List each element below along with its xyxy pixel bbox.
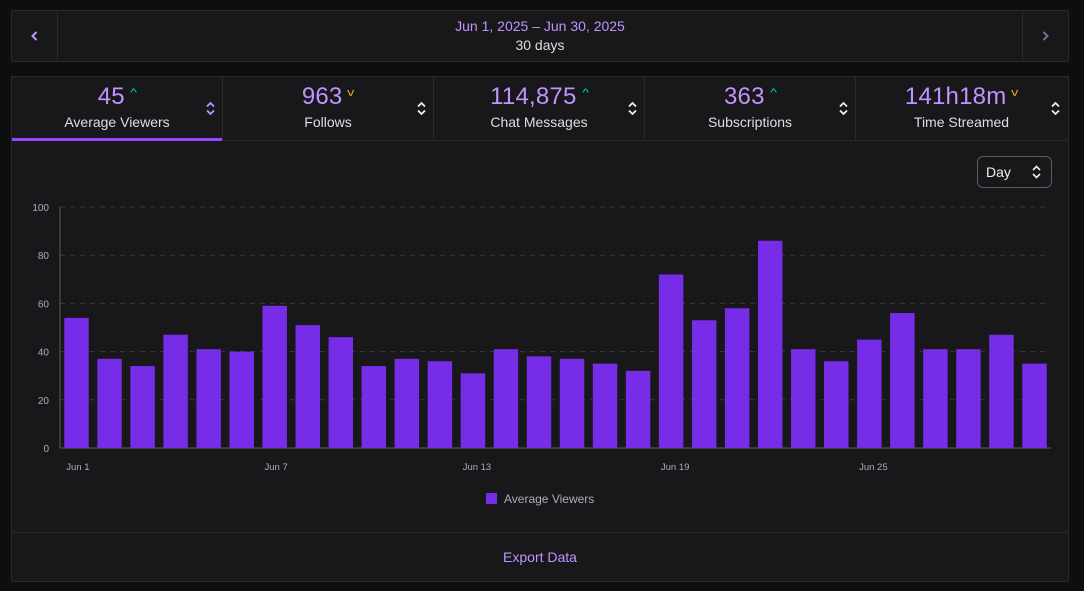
bar[interactable] [989,334,1014,448]
y-tick-label: 20 [38,396,50,407]
bar[interactable] [857,339,882,448]
metric-tabs: 45 ^ Average Viewers 963 v Follows 114,875… [12,77,1068,141]
date-range-days: 30 days [515,37,565,53]
select-arrows-icon [1032,165,1041,182]
sort-icon[interactable] [839,101,848,116]
bar[interactable] [460,373,486,448]
bar[interactable] [724,308,750,448]
tab-value: 114,875 [490,83,577,110]
sort-icon[interactable] [206,101,215,116]
x-tick-label: Jun 19 [661,462,690,473]
date-range-text: Jun 1, 2025 – Jun 30, 2025 [455,18,625,34]
tab-label: Follows [304,114,352,130]
bar[interactable] [361,366,387,448]
bar[interactable] [196,349,221,448]
bar[interactable] [923,349,948,448]
bar[interactable] [559,358,585,448]
bar[interactable] [229,351,254,448]
chevron-right-icon [1042,29,1049,44]
bar[interactable] [493,349,519,448]
legend-swatch [486,493,497,504]
y-tick-label: 0 [43,444,49,455]
bar[interactable] [328,337,354,448]
sort-icon[interactable] [1051,101,1060,116]
bar[interactable] [295,325,320,448]
bar[interactable] [890,313,915,448]
bar[interactable] [526,356,552,448]
y-tick-label: 80 [38,251,50,262]
trend-down-icon: v [347,87,356,99]
trend-up-icon: ^ [769,87,777,99]
tab-value: 963 [301,83,343,110]
y-tick-label: 100 [32,203,49,214]
tab-value: 45 [97,83,125,110]
interval-select-value: Day [986,164,1011,180]
legend[interactable]: Average Viewers [486,492,594,506]
sort-icon[interactable] [417,101,426,116]
tab-average-viewers[interactable]: 45 ^ Average Viewers [12,77,223,141]
tab-time-streamed[interactable]: 141h18m v Time Streamed [856,77,1067,140]
date-range-bar: Jun 1, 2025 – Jun 30, 2025 30 days [11,10,1069,62]
x-tick-label: Jun 1 [66,462,89,473]
tab-follows[interactable]: 963 v Follows [223,77,434,140]
x-tick-label: Jun 13 [463,462,492,473]
x-tick-label: Jun 25 [859,462,888,473]
bar[interactable] [394,358,420,448]
bar[interactable] [427,361,453,448]
bar[interactable] [956,349,981,448]
bar[interactable] [791,349,816,448]
bar[interactable] [658,274,684,448]
y-tick-label: 60 [38,299,50,310]
tab-subscriptions[interactable]: 363 ^ Subscriptions [645,77,856,140]
x-tick-label: Jun 7 [264,462,287,473]
tab-label: Time Streamed [913,114,1010,130]
stats-panel: 45 ^ Average Viewers 963 v Follows 114,875… [11,76,1069,582]
next-period-button[interactable] [1022,11,1068,61]
bar[interactable] [64,317,89,448]
tab-chat-messages[interactable]: 114,875 ^ Chat Messages [434,77,645,140]
tab-value: 363 [723,83,765,110]
tab-label: Chat Messages [490,114,588,130]
trend-down-icon: v [1011,87,1019,99]
y-tick-label: 40 [38,348,50,359]
bar[interactable] [691,320,717,448]
sort-icon[interactable] [628,101,637,116]
trend-up-icon: ^ [130,87,138,99]
bar[interactable] [592,363,618,448]
interval-select[interactable]: Day [977,156,1052,188]
bar[interactable] [262,305,287,448]
bar[interactable] [824,361,849,448]
tab-label: Average Viewers [64,114,170,130]
bar[interactable] [625,370,651,448]
bar[interactable] [1022,363,1047,448]
chevron-left-icon [31,29,38,44]
legend-label: Average Viewers [504,492,594,506]
average-viewers-chart: 0 20 40 60 80 100 Jun 1 Jun 7 Jun 13 Jun 19 Jun 25… [32,203,1051,506]
trend-up-icon: ^ [581,87,589,99]
bar[interactable] [130,366,155,448]
bar[interactable] [757,240,783,448]
previous-period-button[interactable] [12,11,58,61]
export-data-button[interactable]: Export Data [12,532,1068,582]
tab-label: Subscriptions [707,114,793,130]
tab-value: 141h18m [904,83,1007,110]
bar[interactable] [163,334,188,448]
date-range-display[interactable]: Jun 1, 2025 – Jun 30, 2025 30 days [57,11,1023,61]
bar[interactable] [97,358,122,448]
